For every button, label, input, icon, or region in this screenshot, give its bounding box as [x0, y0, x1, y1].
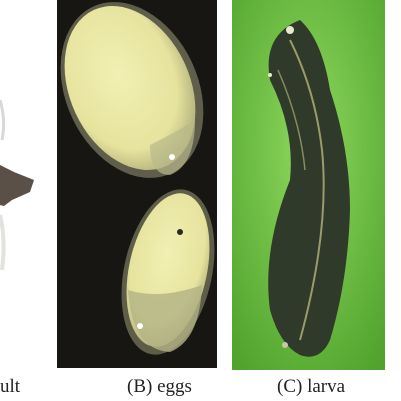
egg-spot	[137, 323, 143, 329]
larva-spot	[282, 342, 288, 348]
caption: ult	[0, 376, 21, 397]
moth-body	[0, 165, 34, 206]
egg	[64, 6, 196, 170]
caption: (B) eggs	[127, 376, 192, 397]
caption: (C) larva	[277, 376, 346, 397]
panel-larva: (C) larva	[232, 0, 385, 397]
larva-body	[268, 20, 350, 357]
egg-spot	[177, 229, 183, 235]
larva-stripe	[277, 69, 306, 171]
moth-wing	[0, 99, 6, 141]
larva-stripe	[289, 39, 325, 341]
egg-shade	[150, 120, 195, 175]
egg-shade	[128, 285, 202, 352]
moth-wing	[0, 214, 6, 271]
larva-spot	[268, 73, 272, 77]
panel-eggs: (B) eggs	[57, 0, 217, 397]
egg-spot	[169, 154, 175, 160]
larva-spot	[286, 26, 294, 34]
panel-adult: ult	[0, 0, 44, 397]
